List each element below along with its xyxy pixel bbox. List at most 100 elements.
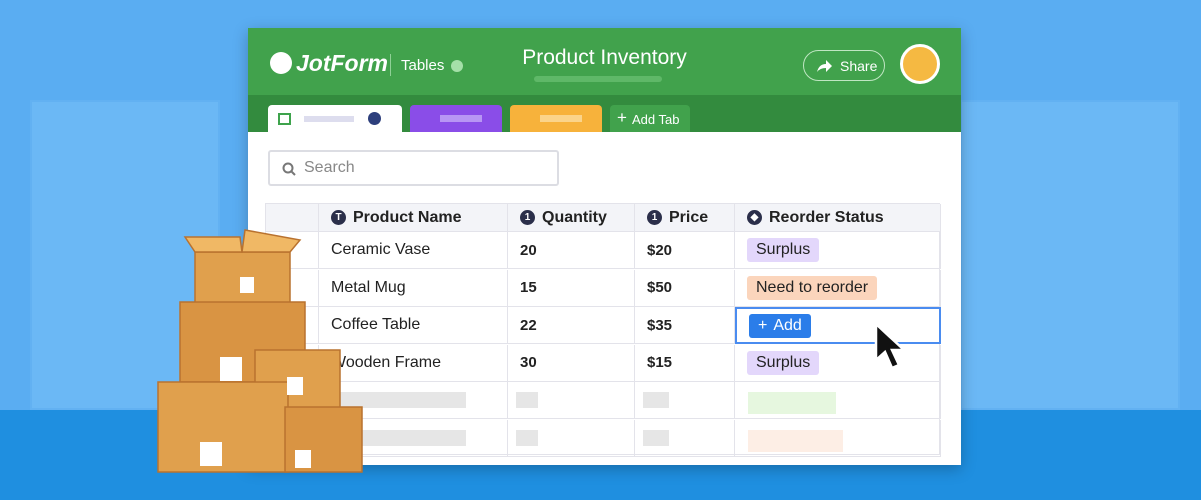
- status-label: Need to reorder: [756, 278, 869, 296]
- app-menu[interactable]: Tables: [401, 57, 445, 74]
- column-title: Reorder Status: [769, 208, 884, 226]
- empty-cell: [635, 419, 735, 457]
- cursor: [874, 322, 908, 370]
- placeholder-bar: [516, 392, 538, 408]
- placeholder-bar: [336, 429, 466, 446]
- tab[interactable]: [410, 105, 502, 132]
- table-cell: 22: [508, 307, 635, 344]
- tab-icon: [278, 113, 291, 125]
- tab-bar: Add Tab +: [248, 95, 961, 132]
- dropdown-icon: [451, 60, 463, 72]
- column-icon: T: [331, 210, 346, 225]
- search-box[interactable]: Search: [268, 150, 559, 186]
- plus-icon: +: [758, 316, 768, 334]
- table-cell: 20: [508, 232, 635, 269]
- table-cell: $50: [635, 269, 735, 307]
- table-cell: Ceramic Vase: [319, 232, 508, 269]
- tab-label-placeholder: [304, 116, 354, 122]
- cell-text: 30: [520, 354, 537, 371]
- table-cell: $35: [635, 307, 735, 344]
- status-label: Add: [773, 316, 802, 334]
- boxes-illustration: [157, 229, 363, 473]
- cell-text: $35: [647, 316, 673, 334]
- logo-icon: [270, 52, 292, 74]
- empty-cell: [735, 382, 941, 419]
- empty-cell: [508, 419, 635, 457]
- search-placeholder: Search: [304, 159, 355, 176]
- column-icon: 1: [647, 210, 662, 225]
- status-tag: Surplus: [747, 350, 820, 375]
- table-cell: 30: [508, 344, 635, 382]
- cell-text: Ceramic Vase: [331, 241, 431, 258]
- empty-cell: [319, 382, 508, 419]
- placeholder-bar: [748, 392, 836, 414]
- placeholder-bar: [748, 429, 843, 452]
- column-title: Product Name: [353, 208, 462, 226]
- add-tab-label: Add Tab: [632, 112, 680, 127]
- logo: JotForm: [296, 50, 388, 76]
- cell-text: Coffee Table: [331, 316, 421, 333]
- table-cell[interactable]: Need to reorder: [735, 269, 941, 307]
- empty-cell: [319, 419, 508, 457]
- share-icon: [817, 60, 832, 72]
- table-cell: Metal Mug: [319, 269, 508, 307]
- tab[interactable]: [268, 105, 402, 132]
- cell-text: 15: [520, 279, 537, 296]
- column-header[interactable]: 1 Quantity: [508, 204, 635, 232]
- column-icon: 1: [520, 210, 535, 225]
- cell-text: $15: [647, 354, 673, 371]
- shelf: [960, 100, 1180, 410]
- cell-text: Wooden Frame: [331, 353, 441, 371]
- placeholder-bar: [643, 392, 669, 408]
- placeholder-bar: [643, 429, 669, 446]
- table-cell[interactable]: Surplus: [735, 232, 941, 269]
- status-tag: Surplus: [747, 238, 820, 262]
- column-header[interactable]: 1 Price: [635, 204, 735, 232]
- placeholder-bar: [336, 392, 466, 408]
- header: JotForm Tables Product Inventory Share: [248, 28, 961, 95]
- search-icon: [282, 162, 296, 176]
- table-cell: Coffee Table: [319, 307, 508, 344]
- cell-text: Metal Mug: [331, 278, 406, 296]
- cell-text: $50: [647, 279, 673, 296]
- share-label: Share: [840, 58, 878, 74]
- column-title: Price: [669, 208, 709, 226]
- tab-label-placeholder: [440, 115, 482, 122]
- subtitle-placeholder: [534, 76, 662, 82]
- empty-cell: [508, 382, 635, 419]
- status-label: Surplus: [756, 241, 811, 258]
- row-number: [266, 232, 319, 269]
- tab[interactable]: [510, 105, 602, 132]
- cell-text: 22: [520, 316, 537, 334]
- table-cell: $15: [635, 344, 735, 382]
- status-tag: Need to reorder: [747, 275, 878, 300]
- add-tab-button[interactable]: Add Tab +: [610, 105, 690, 132]
- plus-icon: +: [617, 108, 627, 127]
- empty-cell: [635, 382, 735, 419]
- title: Product Inventory: [522, 46, 687, 69]
- tab-color: [368, 112, 381, 125]
- column-header[interactable]: ◆ Reorder Status: [735, 204, 941, 232]
- app-window: JotForm Tables Product Inventory Share A…: [248, 28, 961, 465]
- placeholder-bar: [516, 429, 538, 446]
- add-button[interactable]: + Add: [749, 313, 811, 338]
- column-header[interactable]: T Product Name: [319, 204, 508, 232]
- table-cell: 15: [508, 269, 635, 307]
- avatar[interactable]: [900, 44, 940, 84]
- table-cell[interactable]: + Add: [735, 307, 941, 344]
- cell-text: $20: [647, 241, 673, 259]
- share-button[interactable]: Share: [803, 50, 885, 81]
- table-cell: Wooden Frame: [319, 344, 508, 382]
- column-icon: ◆: [747, 210, 762, 225]
- table: T Product Name 1 Quantity 1 Price ◆ Reorder Sta…: [265, 203, 941, 457]
- column-title: Quantity: [542, 208, 607, 226]
- divider: [390, 54, 391, 76]
- status-label: Surplus: [756, 353, 811, 371]
- cell-text: 20: [520, 241, 537, 259]
- select-all: [266, 204, 319, 232]
- table-cell[interactable]: Surplus: [735, 344, 941, 382]
- empty-cell: [735, 419, 941, 457]
- tab-label-placeholder: [540, 115, 582, 122]
- table-cell: $20: [635, 232, 735, 269]
